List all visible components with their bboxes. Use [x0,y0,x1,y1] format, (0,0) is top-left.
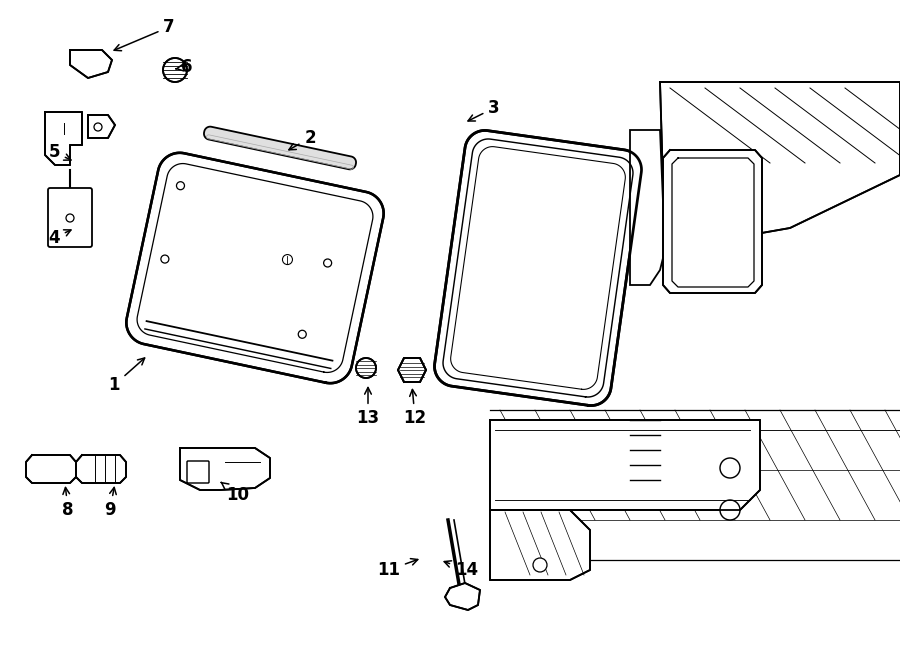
Polygon shape [490,510,590,580]
Text: 3: 3 [468,99,500,121]
Polygon shape [180,448,270,490]
Text: 12: 12 [403,389,427,427]
Circle shape [324,259,331,267]
Text: 10: 10 [221,483,249,504]
Polygon shape [204,127,356,169]
Polygon shape [660,82,900,250]
Polygon shape [435,130,642,406]
Text: 1: 1 [109,358,145,394]
Polygon shape [88,115,115,138]
Polygon shape [663,150,762,293]
Text: 7: 7 [114,18,175,51]
Polygon shape [126,153,383,383]
Text: 11: 11 [377,559,418,579]
Text: 14: 14 [445,561,478,579]
Circle shape [720,458,740,478]
FancyBboxPatch shape [187,461,209,483]
Circle shape [94,123,102,131]
Text: 9: 9 [104,487,116,519]
Polygon shape [76,455,126,483]
Polygon shape [26,455,76,483]
Text: 6: 6 [176,58,193,76]
Circle shape [66,214,74,222]
Circle shape [163,58,187,82]
Polygon shape [45,112,82,165]
Polygon shape [490,420,760,510]
Circle shape [283,254,293,264]
Circle shape [161,255,169,263]
Circle shape [176,182,184,190]
Polygon shape [398,358,426,382]
Circle shape [720,500,740,520]
Text: 2: 2 [289,129,316,150]
Circle shape [533,558,547,572]
FancyBboxPatch shape [48,188,92,247]
Text: 5: 5 [49,143,71,161]
Polygon shape [630,130,665,285]
Circle shape [298,330,306,338]
Text: 4: 4 [49,229,71,247]
Circle shape [356,358,376,378]
Text: 8: 8 [62,487,74,519]
Text: 13: 13 [356,387,380,427]
Polygon shape [445,583,480,610]
Polygon shape [70,50,112,78]
